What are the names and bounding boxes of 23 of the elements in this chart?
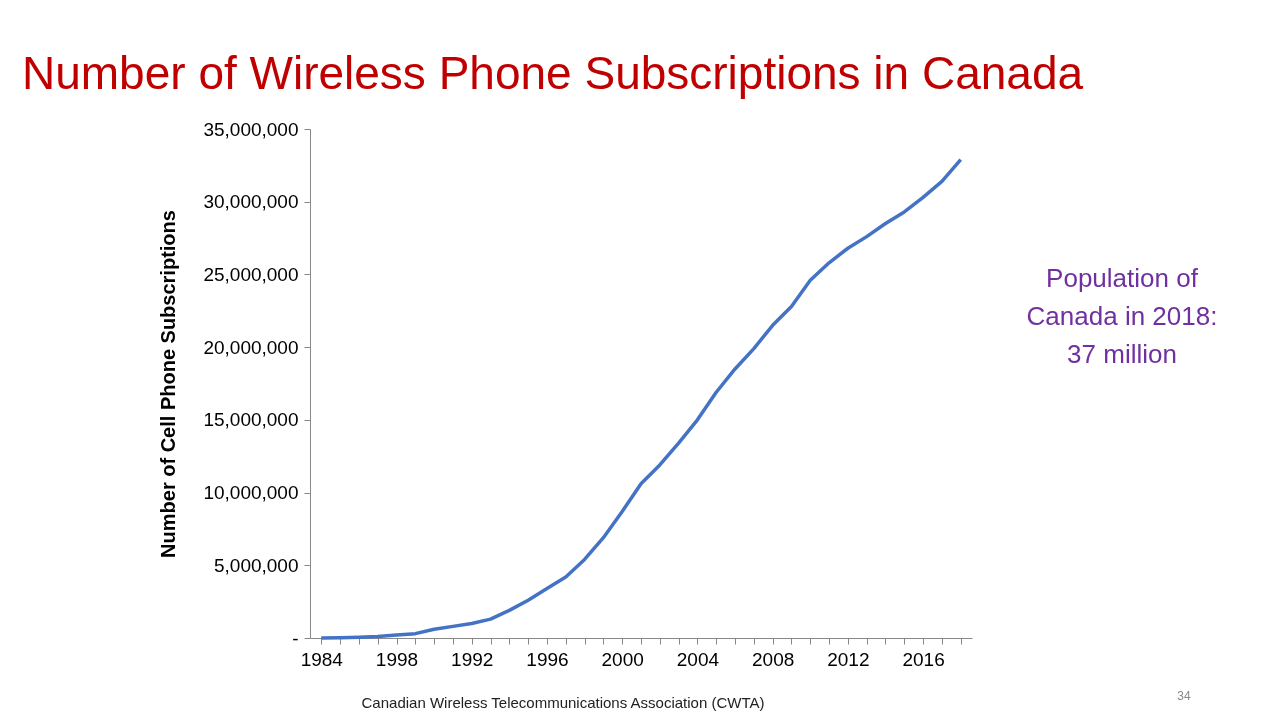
x-tick-label: 2000 [601, 648, 644, 670]
chart-title: Number of Wireless Phone Subscriptions in Canada [22, 47, 1084, 99]
x-tick-label: 1996 [526, 648, 569, 670]
y-tick-label: 5,000,000 [213, 554, 299, 576]
x-tick-label: 1998 [375, 648, 419, 670]
x-tick-label: 1992 [451, 648, 494, 670]
y-axis-title: Number of Cell Phone Subscriptions [157, 210, 180, 558]
y-tick-label: 10,000,000 [203, 482, 299, 504]
x-tick-label: 1984 [300, 648, 344, 670]
x-tick-label: 2012 [827, 648, 870, 670]
x-tick-label: 2016 [902, 648, 945, 670]
x-tick-label: 2008 [752, 648, 795, 670]
y-tick-label: 30,000,000 [203, 191, 299, 213]
y-tick-label: 25,000,000 [203, 263, 299, 285]
y-tick-label: 35,000,000 [203, 118, 299, 140]
text: Canadian Wireless Telecommunications Association (CWTA) [361, 694, 765, 711]
y-tick-label: 20,000,000 [203, 336, 299, 358]
y-tick-label: 15,000,000 [203, 409, 299, 431]
text: 34 [1177, 689, 1191, 703]
line-series [319, 157, 963, 640]
x-tick-label: 2004 [676, 648, 720, 670]
text: Population of Canada in 2018: 37 million [1026, 263, 1218, 369]
y-tick-label: - [292, 627, 299, 649]
